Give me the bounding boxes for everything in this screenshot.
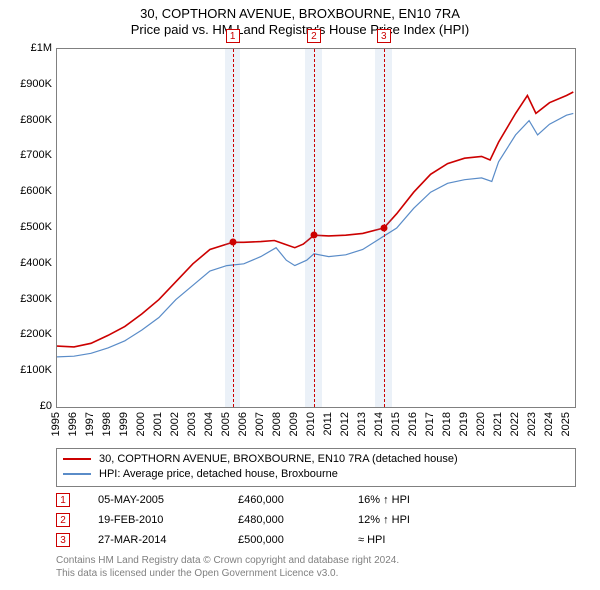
y-tick-label: £200K xyxy=(0,328,52,340)
event-row: 3 27-MAR-2014£500,000≈ HPI xyxy=(56,530,576,550)
event-box: 1 xyxy=(56,493,70,507)
x-tick-label: 2013 xyxy=(356,412,368,436)
footer-line-2: This data is licensed under the Open Gov… xyxy=(56,568,576,581)
x-tick-label: 2022 xyxy=(509,412,521,436)
event-vline xyxy=(314,49,315,407)
event-price: £460,000 xyxy=(238,494,358,506)
event-price: £480,000 xyxy=(238,514,358,526)
x-tick-label: 2002 xyxy=(169,412,181,436)
x-tick-label: 2001 xyxy=(152,412,164,436)
event-box: 2 xyxy=(56,513,70,527)
event-vline xyxy=(233,49,234,407)
x-tick-label: 2010 xyxy=(305,412,317,436)
y-tick-label: £1M xyxy=(0,42,52,54)
x-tick-label: 2021 xyxy=(492,412,504,436)
footer-line-1: Contains HM Land Registry data © Crown c… xyxy=(56,555,576,568)
y-tick-label: £800K xyxy=(0,114,52,126)
event-diff: 16% ↑ HPI xyxy=(358,494,468,506)
y-tick-label: £900K xyxy=(0,78,52,90)
title-line-1: 30, COPTHORN AVENUE, BROXBOURNE, EN10 7R… xyxy=(0,6,600,22)
x-tick-label: 2015 xyxy=(390,412,402,436)
x-tick-label: 2019 xyxy=(458,412,470,436)
series-marker-price_paid xyxy=(310,232,317,239)
x-tick-label: 2007 xyxy=(254,412,266,436)
x-tick-label: 2011 xyxy=(322,412,334,436)
chart-inner xyxy=(57,49,575,407)
figure: 30, COPTHORN AVENUE, BROXBOURNE, EN10 7R… xyxy=(0,0,600,590)
events-table: 1 05-MAY-2005£460,00016% ↑ HPI 2 19-FEB-201… xyxy=(56,490,576,550)
event-box: 3 xyxy=(56,533,70,547)
legend: 30, COPTHORN AVENUE, BROXBOURNE, EN10 7R… xyxy=(56,448,576,487)
x-tick-label: 2020 xyxy=(475,412,487,436)
x-tick-label: 2003 xyxy=(186,412,198,436)
x-tick-label: 2016 xyxy=(407,412,419,436)
series-marker-price_paid xyxy=(229,239,236,246)
x-tick-label: 1998 xyxy=(101,412,113,436)
event-marker-box: 2 xyxy=(307,29,321,43)
event-row: 2 19-FEB-2010£480,00012% ↑ HPI xyxy=(56,510,576,530)
x-tick-label: 2018 xyxy=(441,412,453,436)
event-date: 27-MAR-2014 xyxy=(98,534,238,546)
x-tick-label: 1996 xyxy=(67,412,79,436)
event-diff: ≈ HPI xyxy=(358,534,468,546)
footer-note: Contains HM Land Registry data © Crown c… xyxy=(56,555,576,580)
event-date: 05-MAY-2005 xyxy=(98,494,238,506)
x-tick-label: 2017 xyxy=(424,412,436,436)
y-tick-label: £300K xyxy=(0,293,52,305)
legend-label-price-paid: 30, COPTHORN AVENUE, BROXBOURNE, EN10 7R… xyxy=(99,452,458,467)
legend-row-hpi: HPI: Average price, detached house, Brox… xyxy=(63,467,569,482)
y-tick-label: £0 xyxy=(0,400,52,412)
x-tick-label: 2012 xyxy=(339,412,351,436)
y-tick-label: £100K xyxy=(0,364,52,376)
y-tick-label: £500K xyxy=(0,221,52,233)
series-marker-price_paid xyxy=(380,225,387,232)
x-tick-label: 2014 xyxy=(373,412,385,436)
event-diff: 12% ↑ HPI xyxy=(358,514,468,526)
y-tick-label: £700K xyxy=(0,149,52,161)
x-tick-label: 2023 xyxy=(526,412,538,436)
title-block: 30, COPTHORN AVENUE, BROXBOURNE, EN10 7R… xyxy=(0,0,600,39)
x-tick-label: 1997 xyxy=(84,412,96,436)
x-tick-label: 2000 xyxy=(135,412,147,436)
x-tick-label: 2006 xyxy=(237,412,249,436)
event-marker-box: 3 xyxy=(377,29,391,43)
chart-plot-area: 123 xyxy=(56,48,576,408)
legend-row-price-paid: 30, COPTHORN AVENUE, BROXBOURNE, EN10 7R… xyxy=(63,452,569,467)
event-marker-box: 1 xyxy=(226,29,240,43)
y-tick-label: £400K xyxy=(0,257,52,269)
x-tick-label: 1999 xyxy=(118,412,130,436)
legend-swatch-price-paid xyxy=(63,458,91,460)
x-tick-label: 2008 xyxy=(271,412,283,436)
event-date: 19-FEB-2010 xyxy=(98,514,238,526)
event-row: 1 05-MAY-2005£460,00016% ↑ HPI xyxy=(56,490,576,510)
x-tick-label: 2025 xyxy=(560,412,572,436)
legend-swatch-hpi xyxy=(63,473,91,475)
x-tick-label: 2024 xyxy=(543,412,555,436)
x-tick-label: 1995 xyxy=(50,412,62,436)
x-tick-label: 2004 xyxy=(203,412,215,436)
x-tick-label: 2009 xyxy=(288,412,300,436)
legend-label-hpi: HPI: Average price, detached house, Brox… xyxy=(99,467,338,482)
title-line-2: Price paid vs. HM Land Registry's House … xyxy=(0,22,600,38)
y-tick-label: £600K xyxy=(0,185,52,197)
event-price: £500,000 xyxy=(238,534,358,546)
x-tick-label: 2005 xyxy=(220,412,232,436)
